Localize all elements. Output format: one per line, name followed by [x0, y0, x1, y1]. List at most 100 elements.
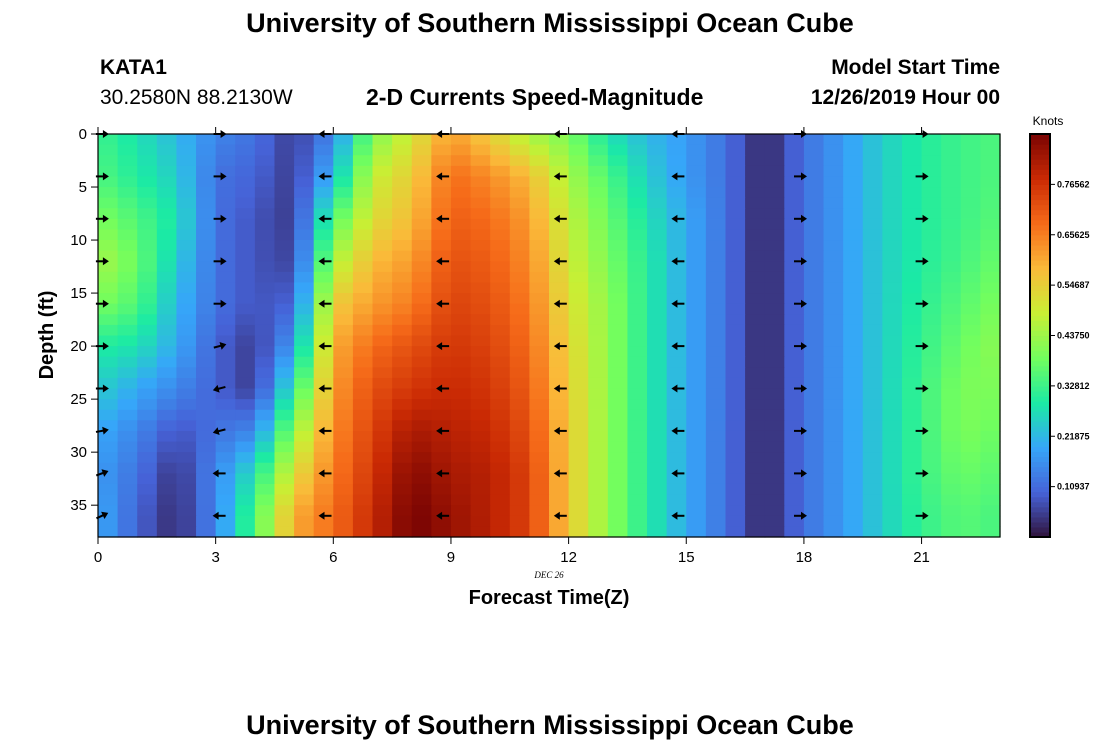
- heatmap-cell: [352, 494, 374, 506]
- heatmap-cell: [803, 144, 825, 156]
- heatmap-cell: [176, 271, 197, 284]
- heatmap-cell: [549, 356, 570, 368]
- heatmap-cell: [431, 155, 452, 167]
- heatmap-cell: [607, 250, 629, 262]
- colorbar-segment: [1030, 229, 1050, 236]
- heatmap-cell: [686, 473, 707, 485]
- heatmap-cell: [509, 240, 530, 252]
- heatmap-cell: [98, 324, 119, 337]
- heatmap-cell: [215, 430, 236, 443]
- heatmap-cell: [980, 388, 1001, 400]
- heatmap-cell: [568, 515, 589, 527]
- heatmap-cell: [352, 526, 374, 538]
- heatmap-cell: [686, 187, 707, 199]
- heatmap-cell: [764, 494, 785, 506]
- heatmap-cell: [960, 473, 981, 485]
- heatmap-cell: [941, 155, 962, 167]
- heatmap-cell: [666, 473, 687, 485]
- heatmap-cell: [215, 208, 236, 220]
- heatmap-cell: [352, 515, 374, 527]
- heatmap-cell: [921, 144, 942, 156]
- heatmap-cell: [862, 505, 883, 517]
- heatmap-cell: [137, 346, 158, 358]
- heatmap-cell: [882, 197, 903, 209]
- heatmap-cell: [137, 420, 158, 432]
- heatmap-cell: [725, 356, 746, 368]
- heatmap-cell: [745, 293, 766, 305]
- heatmap-cell: [313, 208, 334, 220]
- heatmap-cell: [156, 335, 178, 347]
- heatmap-cell: [803, 494, 825, 506]
- heatmap-cell: [254, 335, 276, 347]
- heatmap-cell: [156, 430, 178, 443]
- heatmap-cell: [647, 155, 668, 167]
- heatmap-cell: [274, 229, 295, 241]
- heatmap-cell: [901, 250, 923, 262]
- current-arrow: [436, 384, 450, 393]
- heatmap-cell: [215, 314, 236, 326]
- heatmap-cell: [215, 282, 236, 294]
- colorbar-segment: [1030, 204, 1050, 211]
- heatmap-cell: [431, 271, 452, 284]
- heatmap-cell: [431, 197, 452, 209]
- heatmap-cell: [862, 303, 883, 315]
- heatmap-cell: [588, 515, 609, 527]
- heatmap-cell: [117, 324, 138, 337]
- heatmap-cell: [901, 473, 923, 485]
- heatmap-cell: [568, 494, 589, 506]
- heatmap-cell: [215, 229, 236, 241]
- heatmap-cell: [784, 282, 805, 294]
- heatmap-cell: [196, 271, 217, 284]
- heatmap-cell: [588, 430, 609, 443]
- colorbar-segment: [1030, 345, 1050, 352]
- heatmap-cell: [862, 409, 883, 421]
- current-arrow: [553, 257, 567, 266]
- heatmap-cell: [333, 293, 354, 305]
- heatmap-cell: [764, 144, 785, 156]
- heatmap-cell: [862, 155, 883, 167]
- heatmap-cell: [176, 462, 197, 474]
- heatmap-cell: [529, 462, 550, 474]
- colorbar-segment: [1030, 169, 1050, 175]
- heatmap-cell: [294, 240, 315, 252]
- heatmap-cell: [372, 155, 393, 167]
- heatmap-cell: [843, 218, 864, 231]
- heatmap-cell: [215, 399, 236, 411]
- heatmap-cell: [647, 134, 668, 146]
- heatmap-cell: [392, 324, 413, 337]
- heatmap-cell: [450, 314, 472, 326]
- heatmap-cell: [313, 187, 334, 199]
- heatmap-cell: [647, 197, 668, 209]
- heatmap-cell: [411, 441, 432, 453]
- heatmap-cell: [411, 176, 432, 188]
- heatmap-cell: [450, 208, 472, 220]
- current-arrow: [794, 511, 807, 520]
- heatmap-cell: [450, 134, 472, 146]
- heatmap-cell: [333, 324, 354, 337]
- heatmap-cell: [470, 324, 491, 337]
- heatmap-cell: [843, 240, 864, 252]
- heatmap-cell: [411, 293, 432, 305]
- heatmap-cell: [980, 430, 1001, 443]
- heatmap-cell: [549, 441, 570, 453]
- heatmap-cell: [450, 462, 472, 474]
- heatmap-cell: [941, 388, 962, 400]
- heatmap-cell: [490, 208, 511, 220]
- heatmap-cell: [862, 367, 883, 379]
- heatmap-cell: [274, 473, 295, 485]
- heatmap-cell: [686, 441, 707, 453]
- heatmap-cell: [529, 261, 550, 273]
- heatmap-cell: [764, 388, 785, 400]
- current-arrow: [915, 426, 929, 435]
- heatmap-cell: [98, 377, 119, 390]
- heatmap-cell: [294, 229, 315, 241]
- heatmap-cell: [254, 346, 276, 358]
- heatmap-cell: [470, 473, 491, 485]
- heatmap-cell: [705, 271, 727, 284]
- heatmap-cell: [352, 314, 374, 326]
- heatmap-cell: [803, 187, 825, 199]
- colorbar-segment: [1030, 476, 1050, 483]
- heatmap-cell: [176, 208, 197, 220]
- heatmap-cell: [647, 367, 668, 379]
- heatmap-cell: [784, 356, 805, 368]
